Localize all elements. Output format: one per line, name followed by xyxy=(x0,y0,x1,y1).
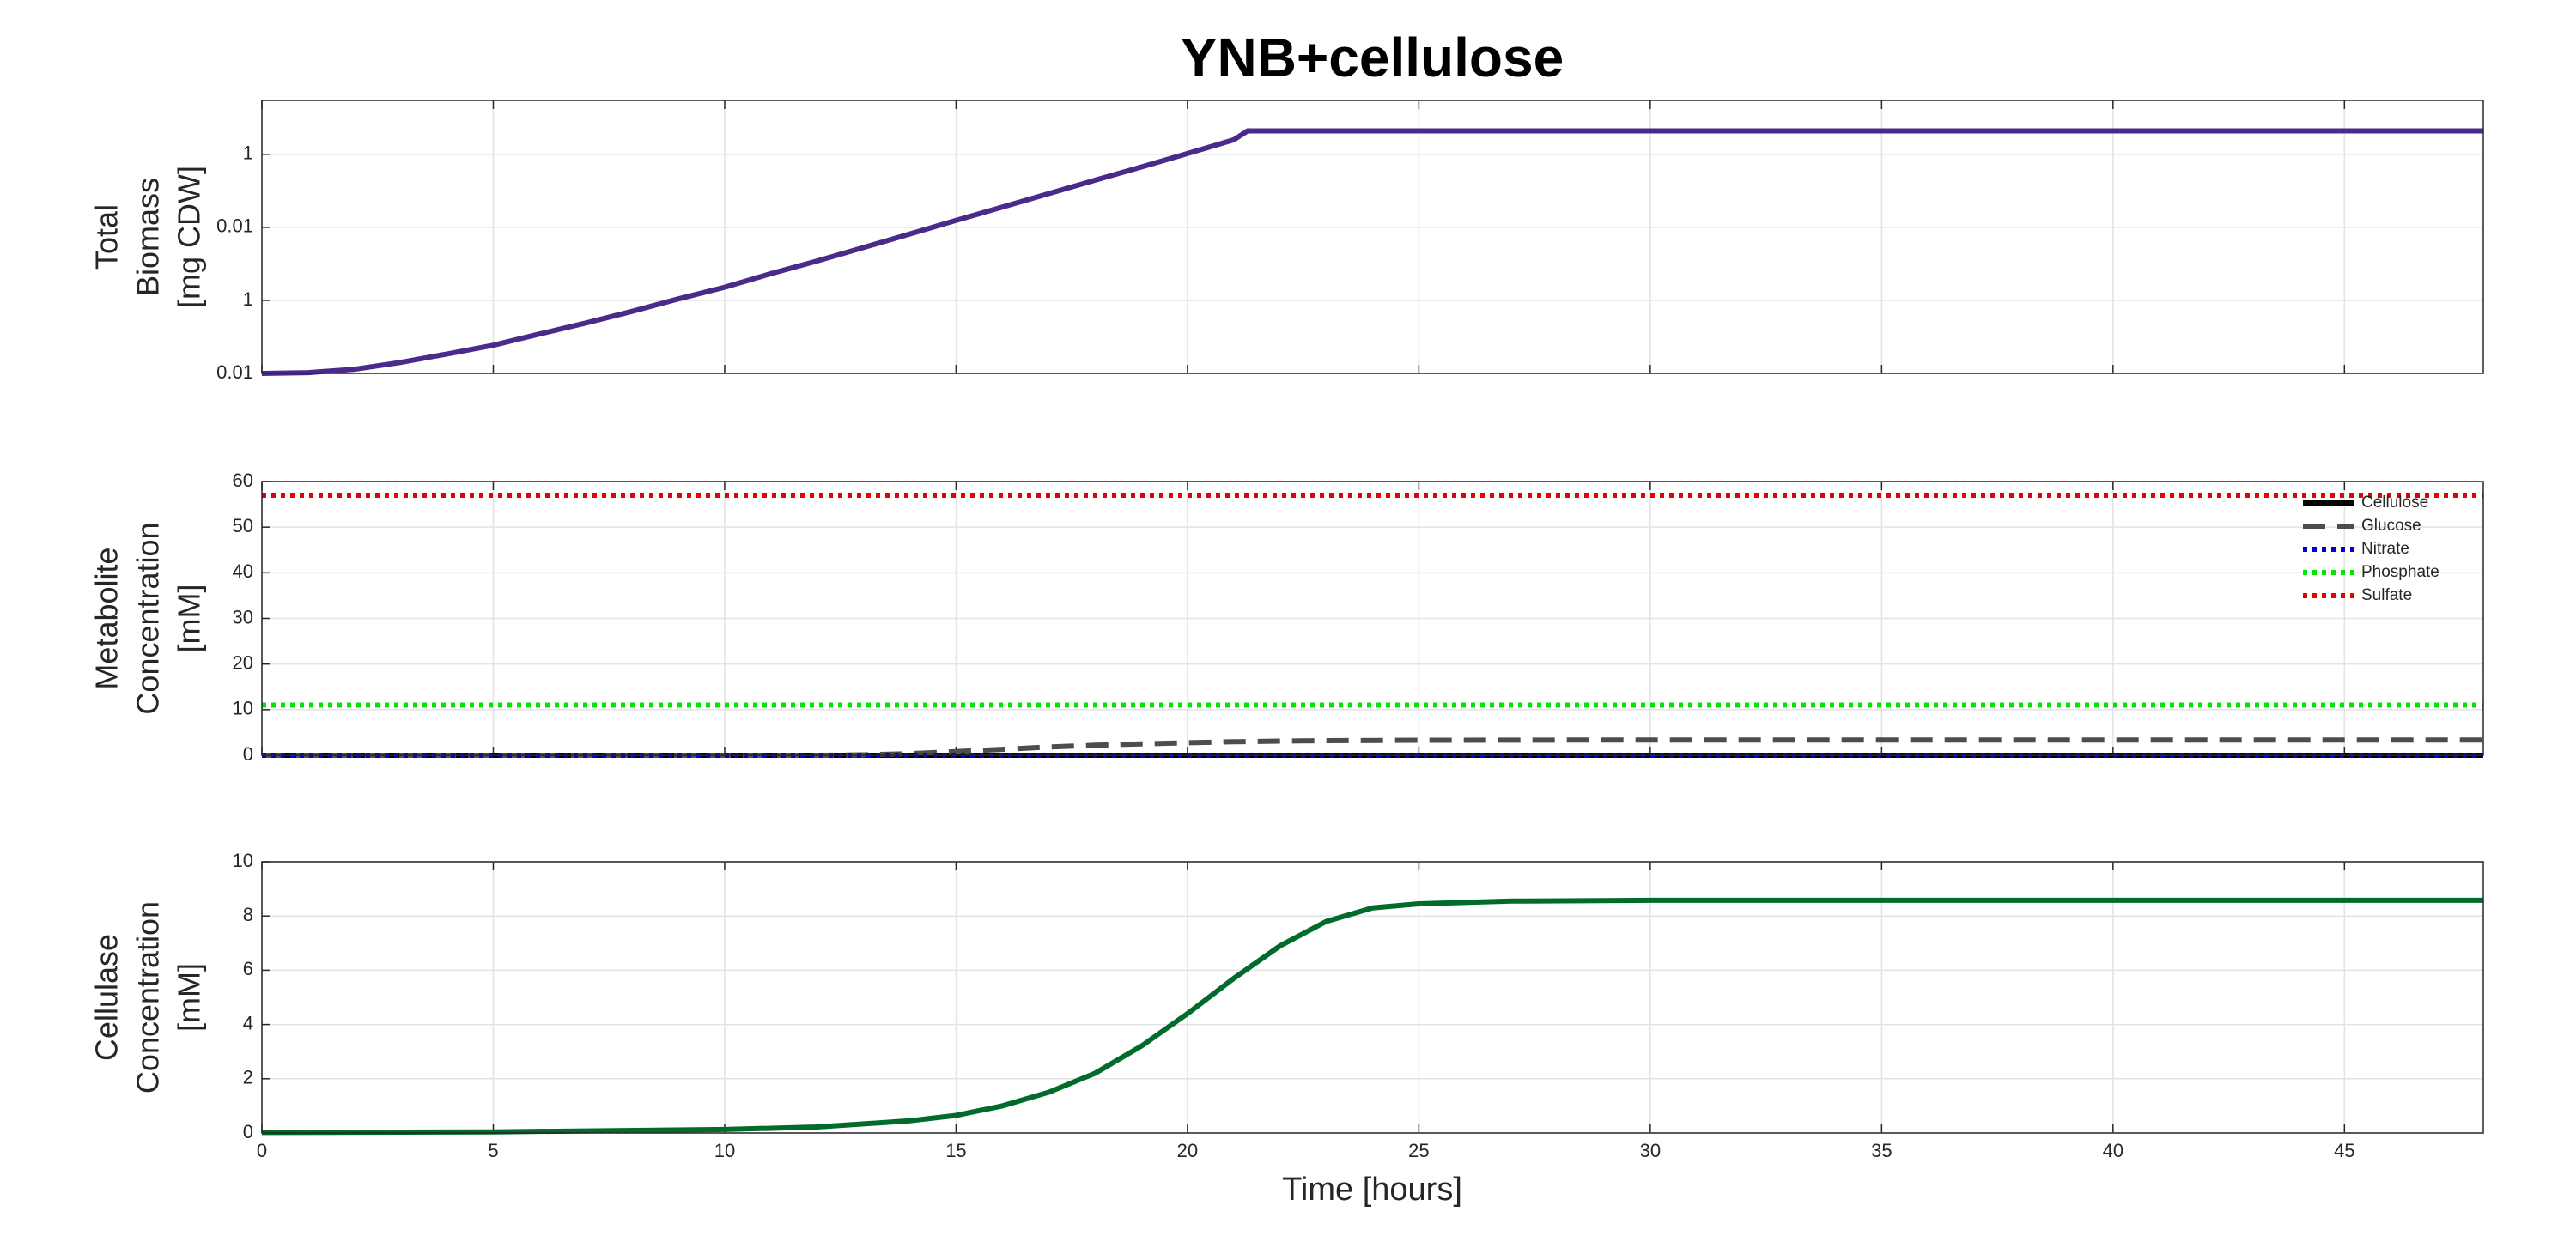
y-axis-label: [mM] xyxy=(172,963,207,1032)
y-tick-label: 10 xyxy=(233,698,253,719)
y-tick-label: 1 xyxy=(243,288,253,310)
legend-label: Sulfate xyxy=(2361,586,2412,604)
x-tick-label: 40 xyxy=(2103,1140,2123,1161)
y-axis-label: Biomass xyxy=(131,178,166,296)
x-tick-label: 0 xyxy=(257,1140,267,1161)
y-axis-label: Total xyxy=(89,204,125,270)
y-axis-label: Metabolite xyxy=(89,547,125,689)
y-tick-label: 40 xyxy=(233,560,253,582)
x-tick-label: 45 xyxy=(2334,1140,2354,1161)
y-axis-label: Concentration xyxy=(131,522,166,714)
y-tick-label: 4 xyxy=(243,1012,253,1033)
y-tick-label: 30 xyxy=(233,606,253,627)
x-tick-label: 15 xyxy=(945,1140,966,1161)
data-line xyxy=(262,897,2483,1136)
axes-box xyxy=(261,100,2484,374)
x-tick-label: 30 xyxy=(1640,1140,1661,1161)
y-tick-label: 0 xyxy=(243,743,253,765)
y-axis-label: Concentration xyxy=(131,901,166,1094)
y-tick-label: 6 xyxy=(243,958,253,979)
x-tick-label: 10 xyxy=(714,1140,735,1161)
y-tick-label: 0.01 xyxy=(216,361,253,383)
axes-box xyxy=(261,861,2484,1134)
y-tick-label: 50 xyxy=(233,515,253,536)
y-axis-label: Cellulase xyxy=(89,934,125,1061)
figure-title: YNB+cellulose xyxy=(1181,27,1564,88)
x-tick-label: 20 xyxy=(1177,1140,1198,1161)
y-tick-label: 2 xyxy=(243,1067,253,1088)
x-tick-label: 25 xyxy=(1408,1140,1429,1161)
y-tick-label: 60 xyxy=(233,470,253,491)
y-axis-label: [mM] xyxy=(172,585,207,653)
y-tick-label: 8 xyxy=(243,904,253,925)
y-tick-label: 0.01 xyxy=(216,215,253,237)
y-axis-label: [mg CDW] xyxy=(172,166,207,308)
y-tick-label: 20 xyxy=(233,651,253,673)
y-tick-label: 1 xyxy=(243,142,253,164)
x-tick-label: 35 xyxy=(1871,1140,1892,1161)
legend-label: Glucose xyxy=(2361,517,2421,535)
x-axis-label: Time [hours] xyxy=(1282,1172,1462,1208)
legend-label: Cellulose xyxy=(2361,494,2428,512)
axes-box xyxy=(261,481,2484,756)
legend-label: Nitrate xyxy=(2361,540,2409,558)
legend-label: Phosphate xyxy=(2361,563,2439,581)
y-tick-label: 10 xyxy=(233,850,253,871)
x-tick-label: 5 xyxy=(488,1140,498,1161)
y-tick-label: 0 xyxy=(243,1121,253,1142)
data-line xyxy=(262,128,2483,376)
